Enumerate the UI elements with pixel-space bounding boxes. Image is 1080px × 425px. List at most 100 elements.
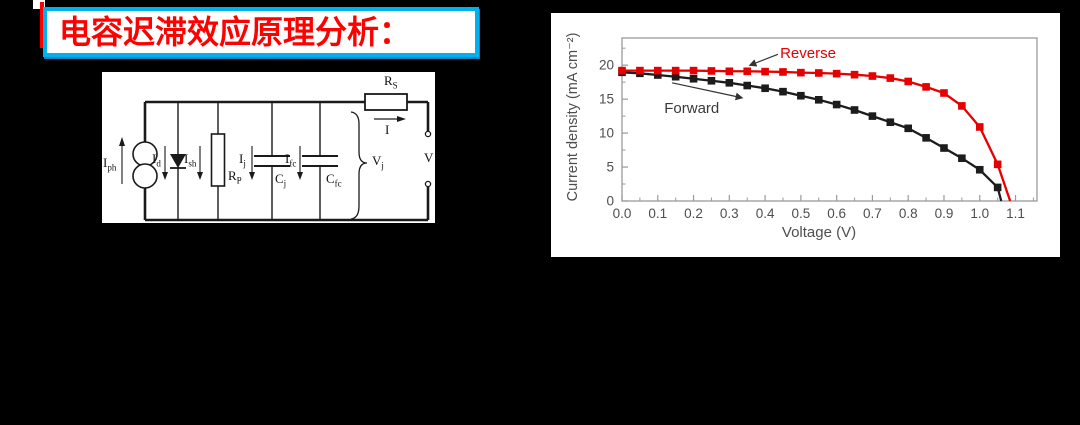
marker-reverse bbox=[671, 66, 680, 75]
current-arrow-ish bbox=[197, 146, 203, 180]
marker-reverse bbox=[779, 68, 787, 76]
x-tick-label: 0.7 bbox=[863, 206, 882, 221]
label-rs: RS bbox=[384, 73, 398, 91]
capacitor-cfc bbox=[302, 155, 338, 167]
diode bbox=[170, 154, 186, 169]
chart-svg: 0.0 0.1 0.2 0.3 0.4 0.5 0.6 0.7 0.8 0.9 1.0 1.1 0 5 10… bbox=[599, 37, 1038, 221]
marker-reverse bbox=[636, 66, 644, 75]
x-tick-label: 0.1 bbox=[648, 206, 667, 221]
output-terminals bbox=[424, 130, 432, 188]
x-tick-label: 0.8 bbox=[899, 206, 918, 221]
y-tick-label: 15 bbox=[599, 92, 614, 107]
marker-reverse bbox=[797, 68, 805, 77]
label-vj: Vj bbox=[372, 153, 384, 171]
marker-forward bbox=[993, 183, 1002, 192]
x-tick-label: 0.9 bbox=[935, 206, 954, 221]
marker-reverse bbox=[940, 89, 948, 97]
marker-reverse bbox=[725, 67, 734, 76]
marker-reverse bbox=[975, 123, 984, 131]
label-id: Id bbox=[152, 151, 161, 169]
vj-brace bbox=[350, 111, 368, 220]
capacitor-cj bbox=[254, 155, 290, 167]
x-tick-label: 0.2 bbox=[684, 206, 703, 221]
y-axis-label: Current density (mA cm⁻²) bbox=[565, 32, 581, 202]
y-tick-label: 20 bbox=[599, 58, 614, 73]
annotation-label-reverse: Reverse bbox=[780, 45, 836, 62]
marker-reverse bbox=[922, 83, 930, 91]
label-ish: Ish bbox=[184, 151, 197, 169]
current-arrow-id bbox=[162, 146, 168, 180]
marker-forward bbox=[797, 91, 805, 100]
marker-forward bbox=[958, 154, 966, 163]
marker-reverse bbox=[886, 74, 895, 82]
title-box: 电容迟滞效应原理分析： bbox=[43, 7, 479, 57]
marker-reverse bbox=[743, 67, 752, 76]
resistor-rs bbox=[364, 93, 408, 111]
circuit-diagram-panel: Iph Id Ish RP Ij Cj Ifc Cfc Vj RS I V bbox=[102, 72, 435, 223]
marker-reverse bbox=[832, 69, 841, 78]
annotation-label-forward: Forward bbox=[664, 100, 719, 117]
marker-forward bbox=[886, 118, 895, 127]
marker-forward bbox=[904, 124, 913, 133]
marker-forward bbox=[653, 71, 662, 79]
current-arrow-ij bbox=[249, 146, 255, 180]
y-tick-label: 10 bbox=[599, 126, 614, 141]
label-cfc: Cfc bbox=[326, 171, 342, 189]
x-axis-label: Voltage (V) bbox=[781, 224, 857, 241]
circuit-svg bbox=[119, 93, 432, 222]
marker-reverse bbox=[618, 66, 626, 75]
current-arrow-ifc bbox=[297, 146, 303, 180]
page-title: 电容迟滞效应原理分析： bbox=[59, 14, 412, 50]
y-tick-label: 5 bbox=[606, 160, 614, 175]
label-cj: Cj bbox=[275, 171, 287, 189]
marker-reverse bbox=[689, 66, 698, 75]
label-rp: RP bbox=[228, 168, 242, 186]
resistor-rp bbox=[210, 133, 226, 187]
left-edge-fragment-white bbox=[33, 0, 45, 9]
x-tick-label: 0.5 bbox=[791, 206, 810, 221]
x-tick-label: 0.3 bbox=[720, 206, 739, 221]
marker-forward bbox=[671, 72, 680, 81]
jv-curve-chart-panel: 0.0 0.1 0.2 0.3 0.4 0.5 0.6 0.7 0.8 0.9 1.0 1.1 0 5 10… bbox=[551, 13, 1060, 257]
marker-reverse bbox=[868, 72, 877, 80]
label-i: I bbox=[385, 122, 390, 137]
current-arrow-i bbox=[374, 116, 406, 122]
marker-forward bbox=[975, 165, 984, 174]
x-tick-label: 0.0 bbox=[613, 206, 632, 221]
current-source-iph bbox=[119, 137, 158, 189]
marker-reverse bbox=[850, 70, 859, 79]
marker-forward bbox=[707, 76, 716, 85]
x-tick-label: 0.6 bbox=[827, 206, 846, 221]
label-ifc: Ifc bbox=[285, 151, 297, 169]
marker-reverse bbox=[958, 102, 966, 110]
marker-forward bbox=[832, 100, 841, 109]
marker-forward bbox=[725, 79, 734, 87]
y-tick-label: 0 bbox=[606, 194, 614, 209]
annotation-arrow-reverse bbox=[748, 53, 779, 67]
circuit-branch-wires bbox=[177, 102, 321, 220]
x-tick-label: 0.4 bbox=[756, 206, 775, 221]
x-tick-label: 1.0 bbox=[970, 206, 989, 221]
left-edge-fragment-red bbox=[40, 2, 44, 48]
label-v: V bbox=[424, 150, 434, 165]
marker-reverse bbox=[653, 66, 662, 75]
marker-forward bbox=[761, 84, 769, 93]
marker-forward bbox=[940, 144, 948, 152]
marker-reverse bbox=[993, 160, 1002, 169]
marker-forward bbox=[922, 134, 930, 142]
annotation-arrow-forward bbox=[671, 82, 744, 101]
marker-forward bbox=[814, 96, 823, 104]
marker-forward bbox=[868, 112, 877, 120]
marker-forward bbox=[743, 81, 752, 90]
label-iph: Iph bbox=[103, 155, 117, 173]
x-tick-label: 1.1 bbox=[1006, 206, 1025, 221]
marker-reverse bbox=[814, 69, 823, 77]
plot-frame bbox=[621, 37, 1038, 202]
marker-reverse bbox=[707, 67, 716, 75]
marker-reverse bbox=[761, 67, 769, 76]
marker-forward bbox=[689, 74, 698, 83]
marker-forward bbox=[779, 87, 787, 96]
series-line-reverse bbox=[622, 69, 1012, 202]
marker-forward bbox=[850, 106, 859, 114]
